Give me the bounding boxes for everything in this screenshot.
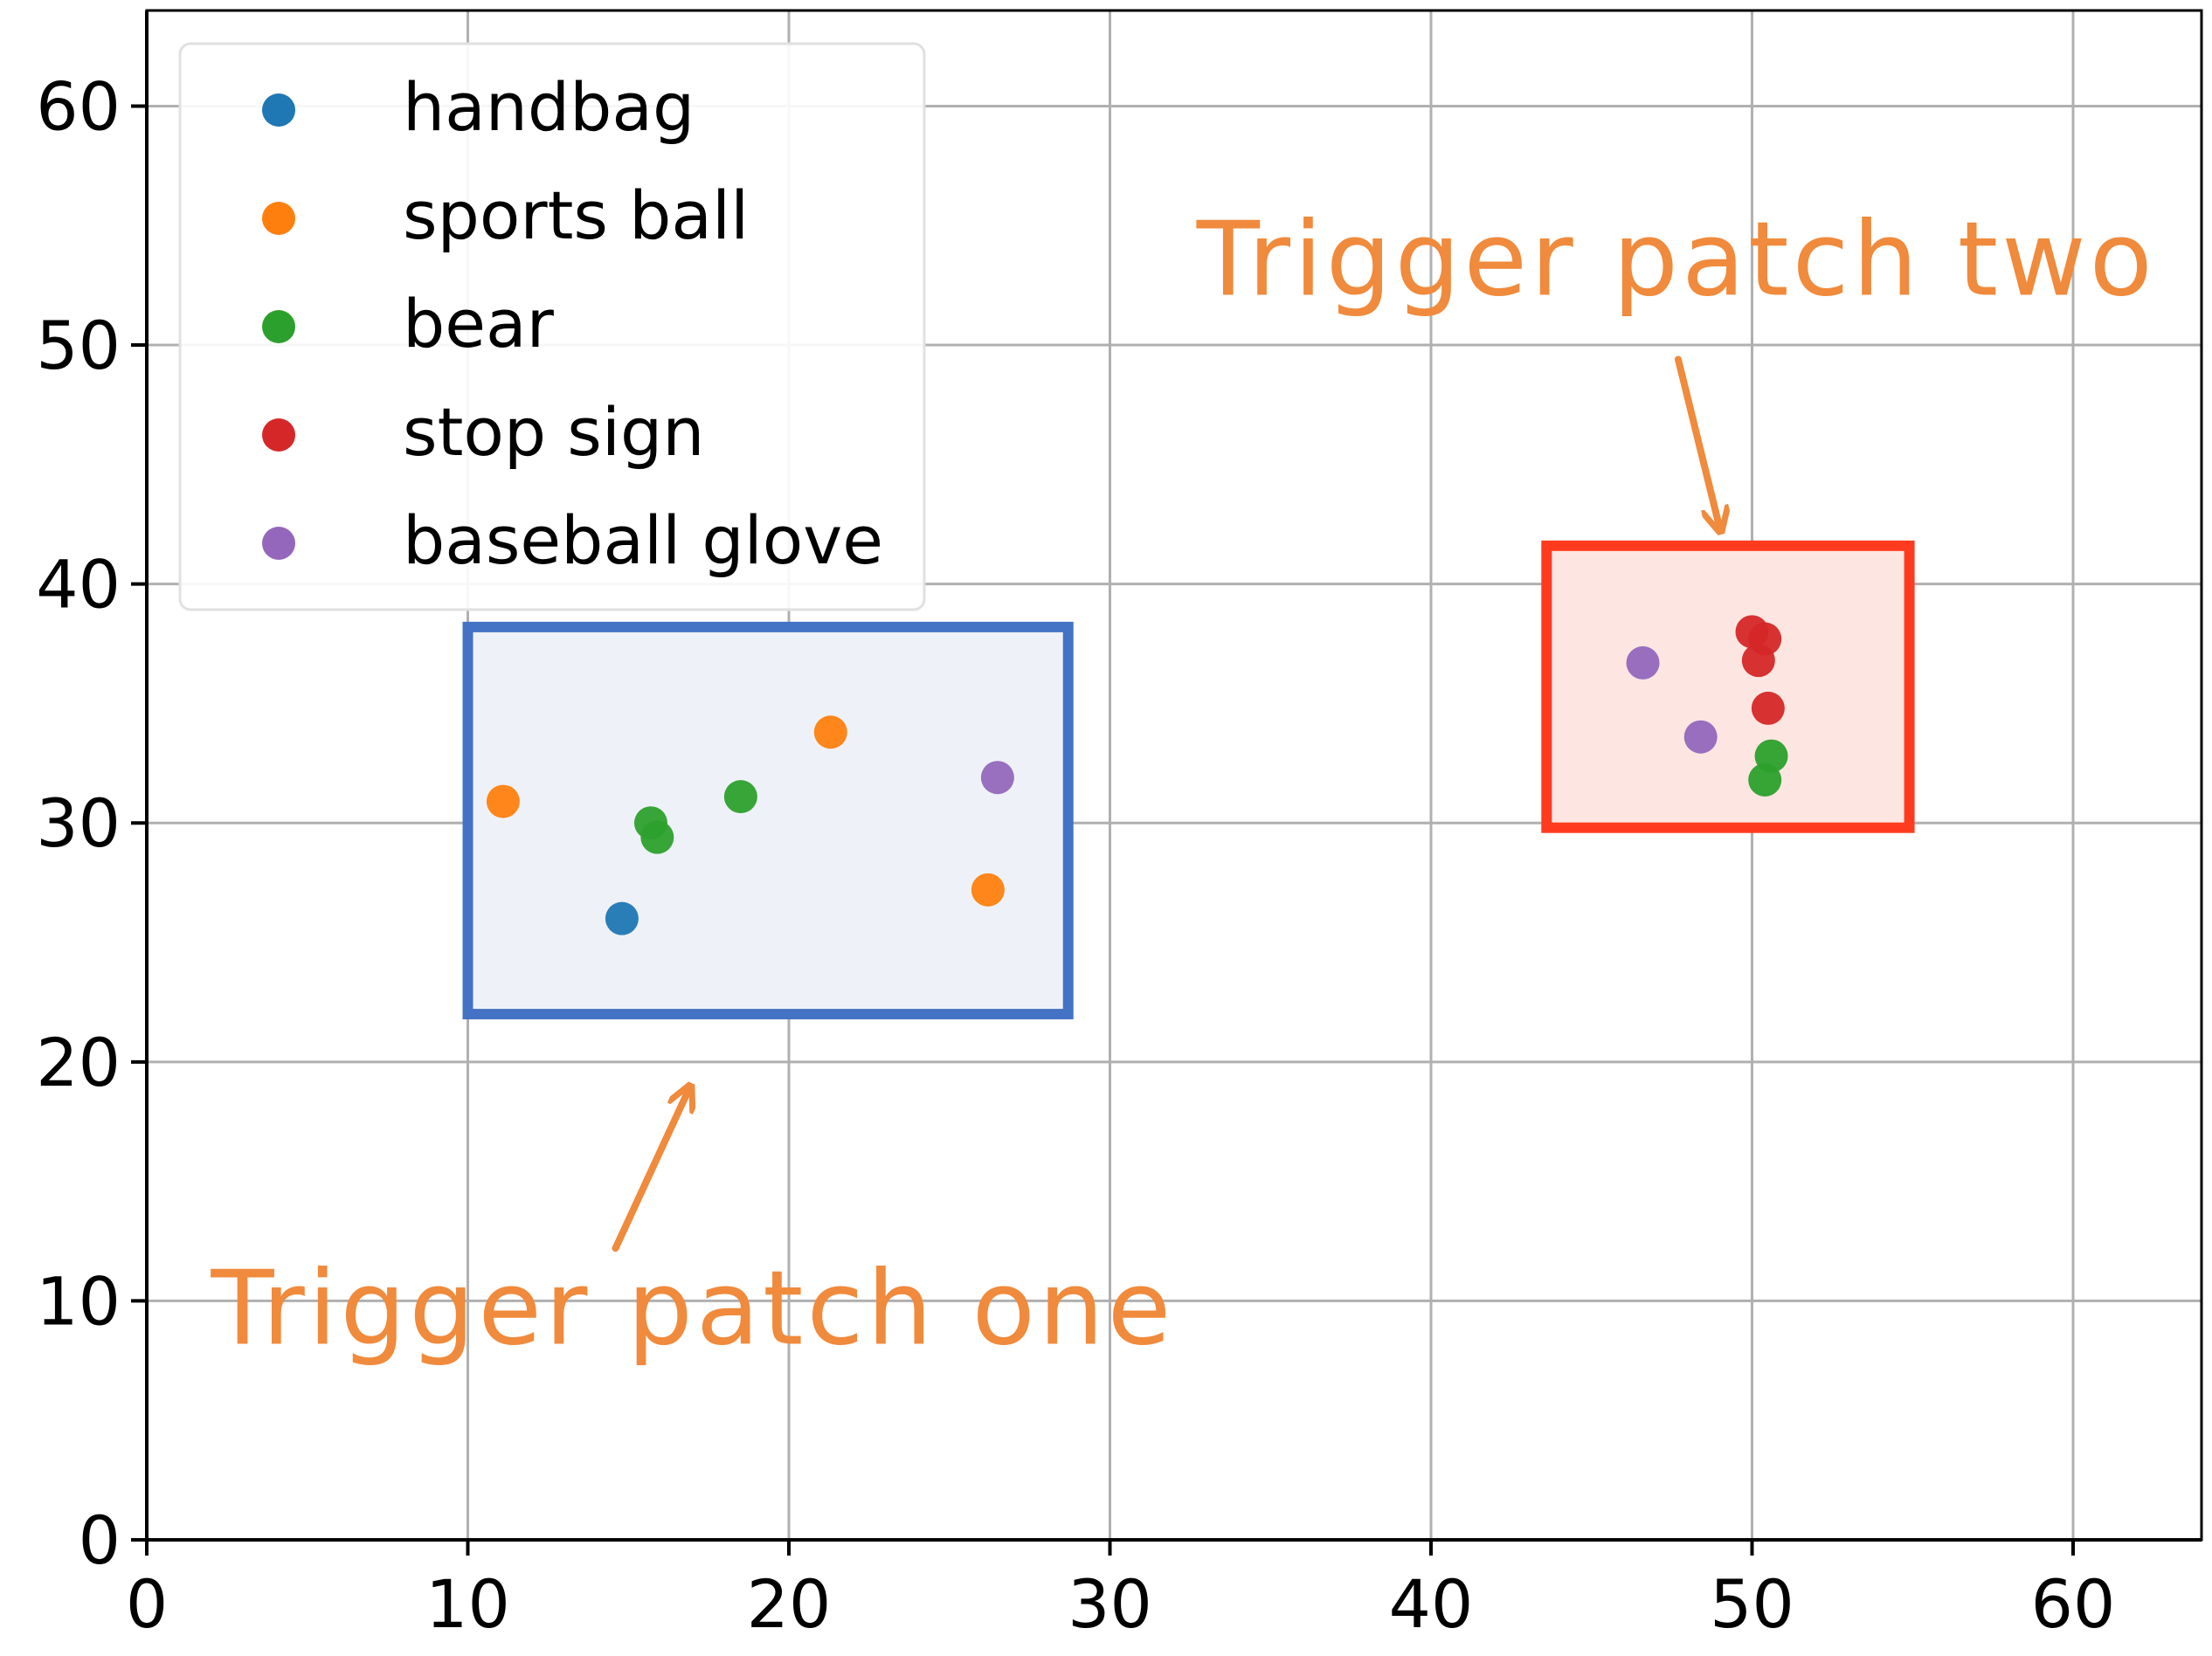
data-points: [486, 615, 1788, 935]
point-sports-ball: [486, 784, 520, 818]
y-tick-label: 20: [36, 1024, 121, 1101]
legend-label-handbag: handbag: [403, 68, 695, 146]
y-tick-label: 50: [36, 307, 121, 384]
trigger-patch-two-box: [1541, 540, 1915, 833]
point-handbag: [605, 901, 639, 935]
y-tick-label: 40: [36, 546, 121, 624]
x-tick-label: 40: [1389, 1565, 1474, 1643]
point-baseball-glove: [980, 761, 1014, 795]
legend-label-sports-ball: sports ball: [403, 176, 749, 254]
x-tick-label: 20: [747, 1565, 832, 1643]
y-tick-label: 60: [36, 67, 121, 145]
legend-marker-stop-sign: [262, 418, 295, 452]
point-sports-ball: [971, 873, 1005, 907]
legend-marker-handbag: [262, 93, 295, 127]
point-stop-sign: [1741, 644, 1775, 678]
legend-label-baseball-glove: baseball glove: [403, 501, 883, 579]
x-tick-label: 50: [1710, 1565, 1794, 1643]
axes: 0 10 20 30 40 50 60 0 10 20 30 40 50 60: [36, 9, 2203, 1643]
legend-marker-bear: [262, 310, 295, 343]
point-bear: [640, 820, 674, 854]
y-tick-label: 10: [36, 1262, 121, 1340]
point-baseball-glove: [1626, 645, 1660, 680]
legend-marker-sports-ball: [262, 202, 295, 235]
trigger-patch-two-label: Trigger patch two: [1196, 199, 2156, 320]
point-stop-sign: [1751, 691, 1785, 725]
trigger-patch-two-arrow: [1674, 355, 1720, 528]
legend-frame: [178, 42, 926, 611]
y-tick-label: 0: [79, 1501, 121, 1579]
legend-marker-baseball-glove: [262, 527, 295, 560]
legend: handbag sports ball bear stop sign baseball …: [178, 42, 926, 611]
legend-label-bear: bear: [403, 285, 555, 362]
x-tick-label: 10: [425, 1565, 510, 1643]
annotations: Trigger patch one Trigger patch two: [211, 199, 2156, 1369]
y-tick-label: 30: [36, 784, 121, 862]
x-tick-label: 30: [1068, 1565, 1152, 1643]
trigger-patch-boxes: [462, 540, 1915, 1020]
point-bear: [1748, 762, 1782, 797]
x-tick-label: 60: [2031, 1565, 2116, 1643]
legend-label-stop-sign: stop sign: [403, 393, 704, 471]
point-baseball-glove: [1683, 720, 1718, 754]
point-bear: [723, 780, 757, 814]
point-sports-ball: [813, 715, 847, 749]
x-tick-label: 0: [126, 1565, 168, 1643]
trigger-patch-one-box: [462, 621, 1074, 1020]
trigger-patch-one-label: Trigger patch one: [211, 1248, 1175, 1369]
trigger-patch-one-arrow: [612, 1088, 690, 1252]
